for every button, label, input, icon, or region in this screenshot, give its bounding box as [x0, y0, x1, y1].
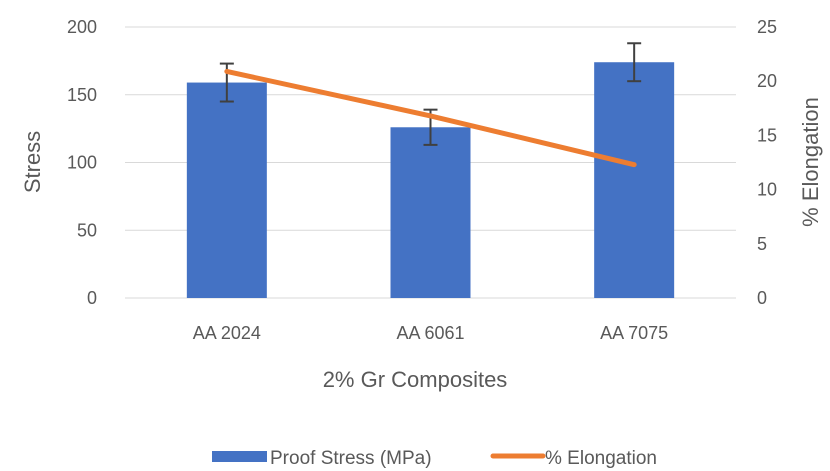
category-axis-ticks: AA 2024 AA 6061 AA 7075 — [193, 323, 668, 343]
y2-tick-label: 10 — [757, 180, 777, 200]
x-tick-label: AA 2024 — [193, 323, 261, 343]
y-tick-label: 0 — [87, 288, 97, 308]
line-series — [224, 68, 637, 168]
left-axis-ticks: 0 50 100 150 200 — [67, 17, 97, 308]
legend-label-proof-stress: Proof Stress (MPa) — [270, 448, 432, 469]
y2-tick-label: 20 — [757, 71, 777, 91]
legend-label-elongation: % Elongation — [545, 448, 657, 469]
y-tick-label: 200 — [67, 17, 97, 37]
y-axis-title: Stress — [20, 131, 45, 193]
y-tick-label: 100 — [67, 153, 97, 173]
right-axis-ticks: 0 5 10 15 20 25 — [757, 17, 777, 308]
y2-tick-label: 5 — [757, 234, 767, 254]
x-axis-title: 2% Gr Composites — [323, 367, 508, 392]
elongation-line — [224, 68, 637, 168]
x-tick-label: AA 7075 — [600, 323, 668, 343]
bar-series — [186, 62, 675, 299]
bar — [186, 82, 267, 299]
bar — [390, 127, 471, 299]
x-tick-label: AA 6061 — [396, 323, 464, 343]
y2-tick-label: 25 — [757, 17, 777, 37]
error-bars — [219, 42, 642, 146]
y2-tick-label: 0 — [757, 288, 767, 308]
legend-swatch-proof-stress — [212, 451, 267, 462]
legend: Proof Stress (MPa) % Elongation — [212, 448, 657, 469]
y-tick-label: 150 — [67, 85, 97, 105]
y2-axis-title: % Elongation — [798, 97, 823, 227]
y2-tick-label: 15 — [757, 125, 777, 145]
y-tick-label: 50 — [77, 220, 97, 240]
bar — [594, 62, 675, 299]
